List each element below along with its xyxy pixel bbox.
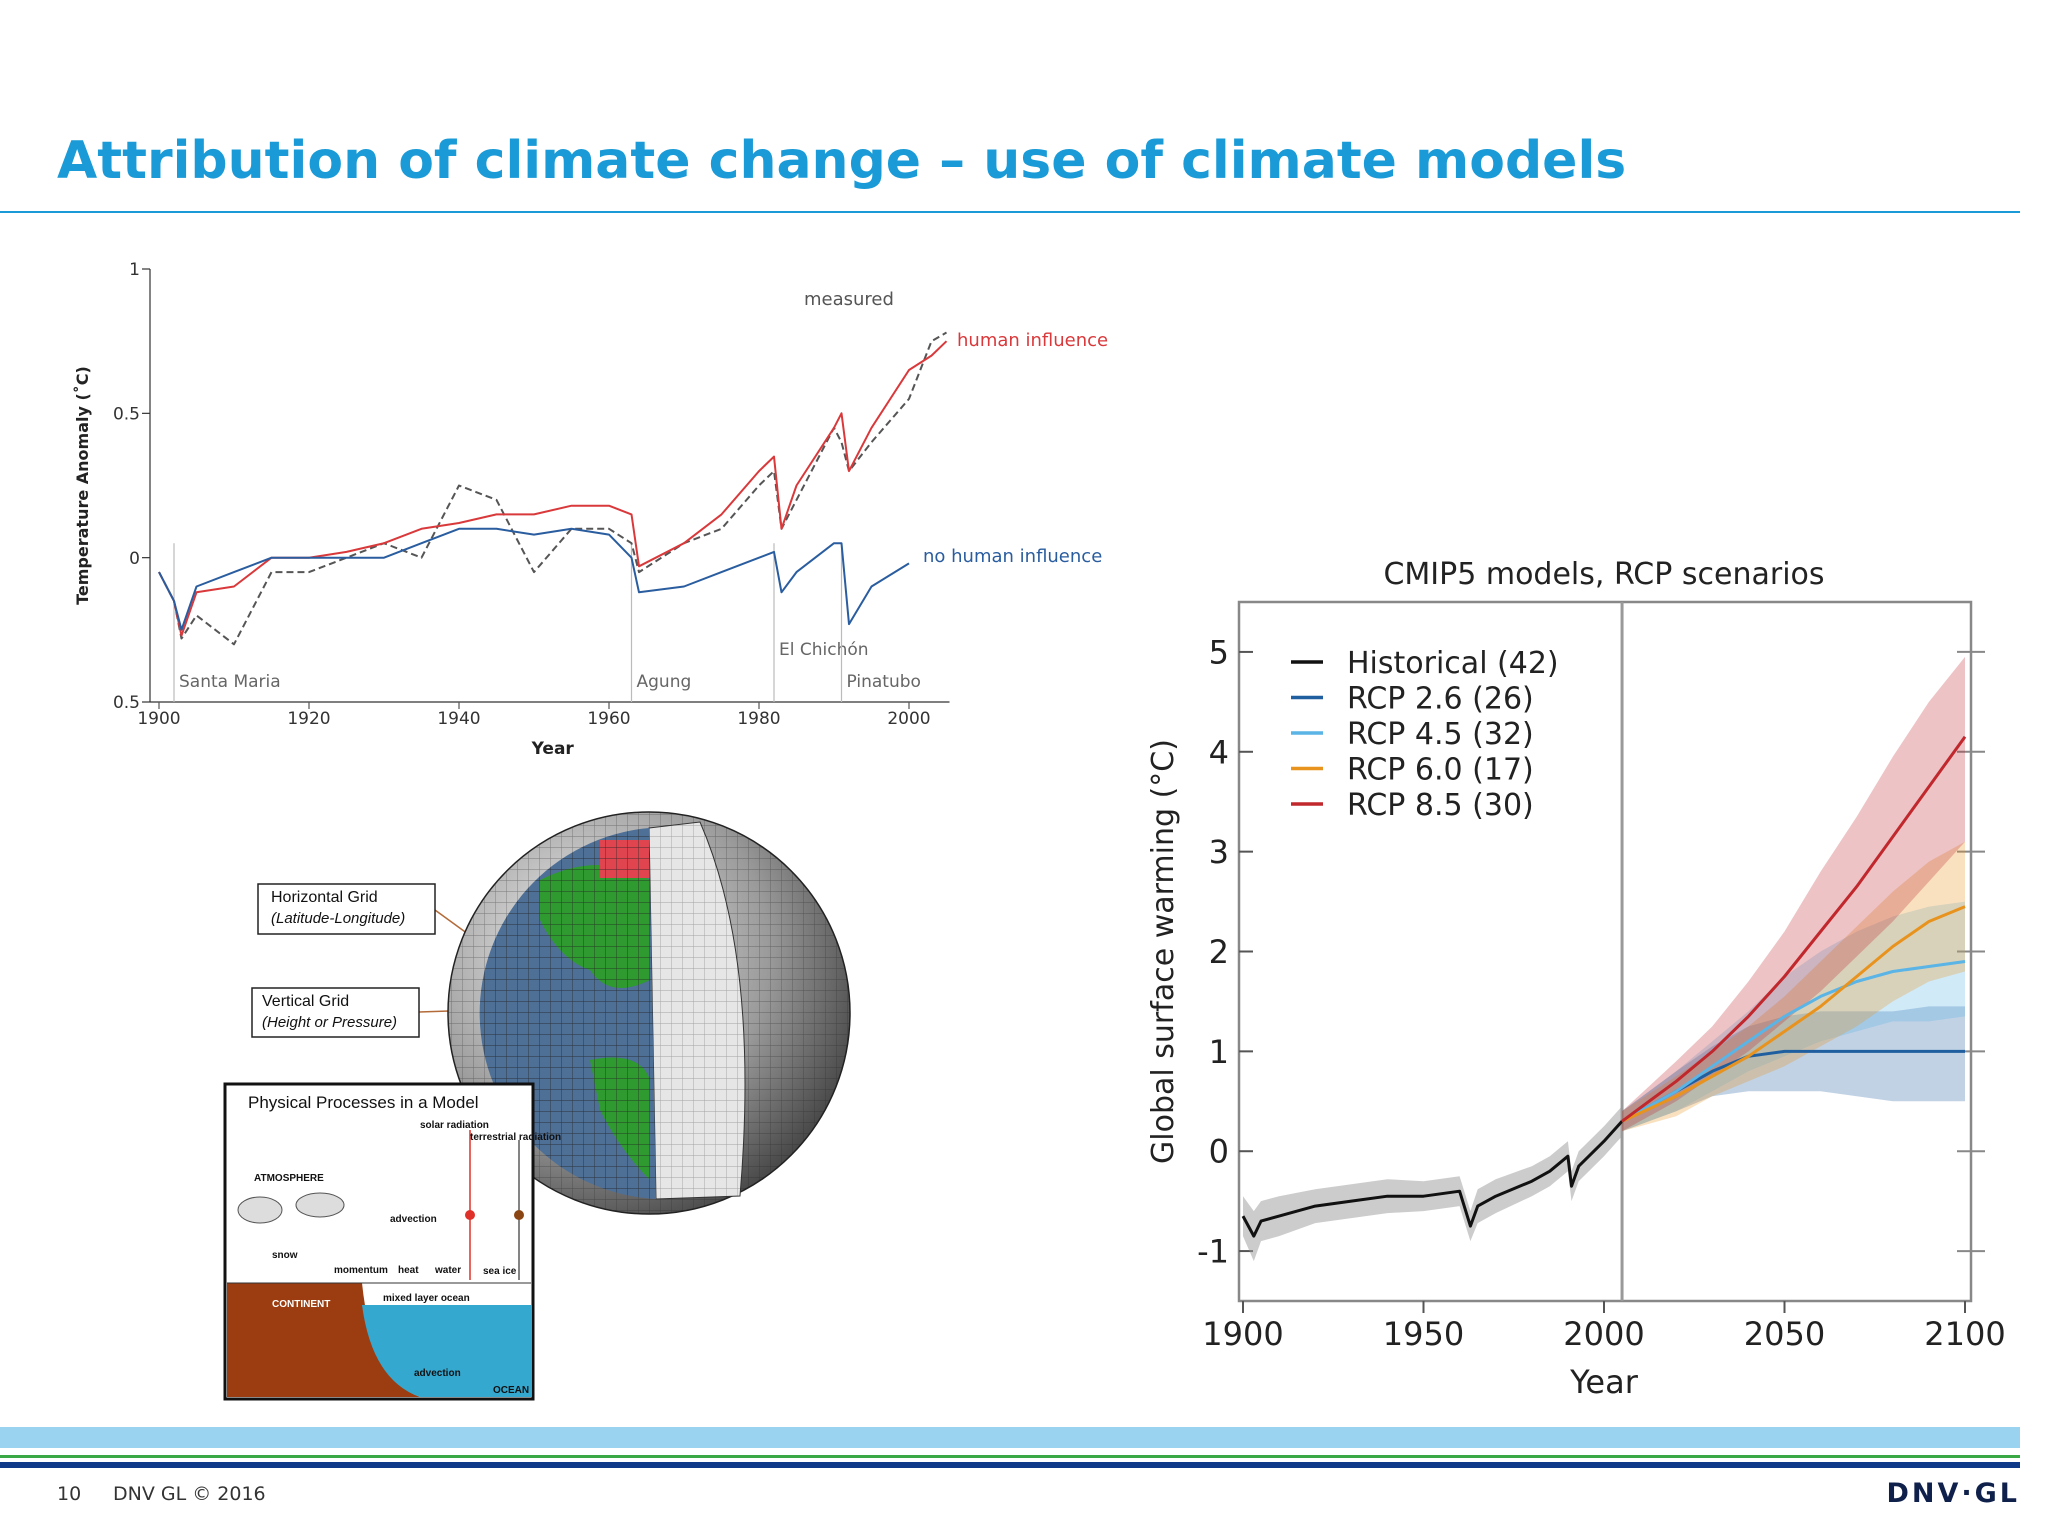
logo: DNV·GL xyxy=(1886,1478,2020,1509)
footer-text: DNV GL © 2016 xyxy=(113,1483,266,1505)
diagram-label: water xyxy=(434,1265,461,1276)
chart-title: CMIP5 models, RCP scenarios xyxy=(1383,557,1824,592)
diagram-label: terrestrial radiation xyxy=(470,1132,561,1143)
series-line xyxy=(1621,1049,1965,1123)
y-tick-label: 1 xyxy=(1209,1033,1229,1071)
diagram-label: CONTINENT xyxy=(272,1299,330,1310)
x-tick-label: 1900 xyxy=(1202,1315,1283,1353)
series-line xyxy=(158,340,948,637)
y-tick-label: 4 xyxy=(1209,733,1229,771)
cloud xyxy=(295,1192,345,1218)
legend-label: RCP 4.5 (32) xyxy=(1347,717,1534,752)
x-tick-label: 1950 xyxy=(1383,1315,1464,1353)
series-line xyxy=(1241,1120,1624,1238)
cut-face-grid xyxy=(649,822,745,1199)
chart: -1 0 1 2 3 4 5 1900 1950 2000 2050 2100 CMIP5 models… xyxy=(1146,557,2006,1401)
series-label: measured xyxy=(804,289,894,310)
x-axis-label: Year xyxy=(531,739,575,759)
event-label: Pinatubo xyxy=(847,672,921,692)
diagram-label: (Latitude-Longitude) xyxy=(271,910,405,927)
diagram-label: momentum xyxy=(334,1265,388,1276)
legend-label: RCP 2.6 (26) xyxy=(1347,682,1534,717)
footer-band xyxy=(0,1462,2020,1468)
series-label: human influence xyxy=(957,330,1108,351)
series-line xyxy=(1621,905,1966,1123)
ocean-block xyxy=(362,1305,531,1397)
cloud xyxy=(237,1196,283,1224)
diagram-label: solar radiation xyxy=(420,1120,489,1131)
event-label: Agung xyxy=(637,672,692,692)
y-tick-label: 5 xyxy=(1209,633,1229,671)
x-tick-label: 1980 xyxy=(737,709,780,729)
diagram-label: heat xyxy=(398,1265,419,1276)
label-box xyxy=(251,987,420,1038)
uncertainty-band xyxy=(1622,1006,1965,1132)
title-rule xyxy=(0,211,2020,213)
label-box xyxy=(257,883,436,935)
diagram-label: OCEAN xyxy=(493,1385,529,1396)
uncertainty-band xyxy=(1622,841,1965,1132)
x-tick-label: 2000 xyxy=(887,709,930,729)
diagram-label: ATMOSPHERE xyxy=(254,1173,324,1184)
diagram-label: (Height or Pressure) xyxy=(262,1014,397,1031)
uncertainty-band xyxy=(1243,1106,1622,1262)
earth-dot xyxy=(514,1210,524,1220)
series-line xyxy=(1621,735,1967,1123)
series-line xyxy=(158,527,910,631)
diagram-label: sea ice xyxy=(483,1266,517,1277)
legend-label: RCP 8.5 (30) xyxy=(1347,788,1534,823)
y-axis-label: Global surface warming (°C) xyxy=(1146,739,1181,1164)
x-tick-label: 1920 xyxy=(287,709,330,729)
legend-label: Historical (42) xyxy=(1347,646,1559,681)
uncertainty-band xyxy=(1622,656,1965,1132)
x-tick-label: 1900 xyxy=(137,709,180,729)
series-line xyxy=(1621,960,1966,1123)
continent-block xyxy=(227,1283,420,1397)
diagram-label: Vertical Grid xyxy=(262,993,349,1010)
y-tick-label: 0.5 xyxy=(113,693,140,713)
y-tick-label: 0 xyxy=(1209,1133,1229,1171)
page-number: 10 xyxy=(57,1483,81,1505)
y-tick-label: 3 xyxy=(1209,833,1229,871)
y-axis-label: Temperature Anomaly (˚C) xyxy=(73,366,92,605)
x-tick-label: 1940 xyxy=(437,709,480,729)
event-label: El Chichón xyxy=(779,640,869,660)
diagram-label: Physical Processes in a Model xyxy=(248,1093,479,1112)
diagram-label: mixed layer ocean xyxy=(383,1293,470,1304)
diagram-label: snow xyxy=(272,1250,298,1261)
x-axis-label: Year xyxy=(1569,1363,1639,1401)
legend-label: RCP 6.0 (17) xyxy=(1347,753,1534,788)
x-tick-label: 1960 xyxy=(587,709,630,729)
diagram-label: advection xyxy=(390,1214,437,1225)
x-tick-label: 2000 xyxy=(1563,1315,1644,1353)
y-tick-label: 2 xyxy=(1209,933,1229,971)
diagram-label: Horizontal Grid xyxy=(271,889,378,906)
x-tick-label: 2100 xyxy=(1924,1315,2005,1353)
slide-title: Attribution of climate change – use of c… xyxy=(57,131,1626,191)
y-tick-label: -1 xyxy=(1197,1233,1229,1271)
event-label: Santa Maria xyxy=(179,672,281,692)
series-line xyxy=(158,331,948,646)
chart: 0.5 0 0.5 1 1900 1920 1940 1960 1980 2000 Year Temp… xyxy=(73,260,1108,759)
series-label: no human influence xyxy=(923,546,1102,567)
y-tick-label: 0.5 xyxy=(113,404,140,424)
diagram-label: advection xyxy=(414,1368,461,1379)
footer-band xyxy=(0,1455,2020,1458)
x-tick-label: 2050 xyxy=(1744,1315,1825,1353)
y-tick-label: 1 xyxy=(129,260,140,280)
globe-diagram: Horizontal Grid (Latitude-Longitude) Ver… xyxy=(223,811,851,1401)
y-tick-label: 0 xyxy=(129,549,140,569)
footer-band xyxy=(0,1427,2020,1448)
sun-dot xyxy=(465,1210,475,1220)
